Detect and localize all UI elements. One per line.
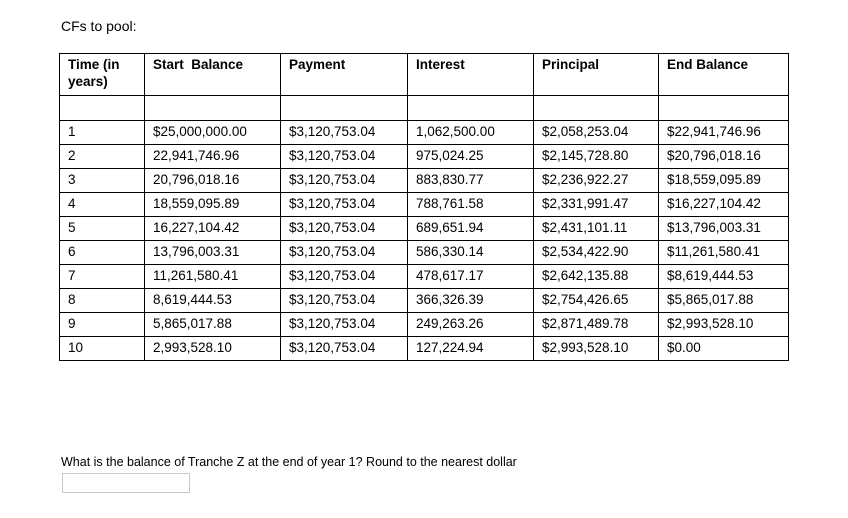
cashflow-table: Time (in years) Start Balance Payment Inter… xyxy=(59,53,789,361)
table-row: 7 11,261,580.41 $3,120,753.04 478,617.17 $2,… xyxy=(59,264,789,289)
spacer-cell xyxy=(59,95,145,121)
header-cell: Payment xyxy=(280,53,408,96)
table-cell: $2,754,426.65 xyxy=(533,288,659,313)
table-cell: 16,227,104.42 xyxy=(144,216,281,241)
table-row: 10 2,993,528.10 $3,120,753.04 127,224.94 $2,… xyxy=(59,336,789,361)
spacer-cell xyxy=(144,95,281,121)
table-cell: $2,236,922.27 xyxy=(533,168,659,193)
table-cell: 2 xyxy=(59,144,145,169)
table-cell: 18,559,095.89 xyxy=(144,192,281,217)
spacer-cell xyxy=(658,95,789,121)
table-row: 2 22,941,746.96 $3,120,753.04 975,024.25 $2,… xyxy=(59,144,789,169)
table-cell: $3,120,753.04 xyxy=(280,312,408,337)
table-cell: 1 xyxy=(59,120,145,145)
header-row: Time (in years) Start Balance Payment Inter… xyxy=(59,53,789,96)
answer-input[interactable] xyxy=(62,473,190,493)
table-cell: $20,796,018.16 xyxy=(658,144,789,169)
spacer-cell xyxy=(407,95,534,121)
table-row: 8 8,619,444.53 $3,120,753.04 366,326.39 $2,7… xyxy=(59,288,789,313)
header-cell: Time (in years) xyxy=(59,53,145,96)
table-cell: 689,651.94 xyxy=(407,216,534,241)
table-cell: 13,796,003.31 xyxy=(144,240,281,265)
table-cell: $2,642,135.88 xyxy=(533,264,659,289)
table-cell: 8 xyxy=(59,288,145,313)
table-cell: 11,261,580.41 xyxy=(144,264,281,289)
table-cell: $2,058,253.04 xyxy=(533,120,659,145)
table-cell: 5,865,017.88 xyxy=(144,312,281,337)
table-cell: 20,796,018.16 xyxy=(144,168,281,193)
table-cell: 9 xyxy=(59,312,145,337)
spacer-row xyxy=(59,95,789,121)
table-row: 3 20,796,018.16 $3,120,753.04 883,830.77 $2,… xyxy=(59,168,789,193)
table-cell: 6 xyxy=(59,240,145,265)
table-cell: $3,120,753.04 xyxy=(280,264,408,289)
table-cell: $0.00 xyxy=(658,336,789,361)
question-text: What is the balance of Tranche Z at the … xyxy=(61,455,517,469)
header-cell: Principal xyxy=(533,53,659,96)
table-cell: $2,431,101.11 xyxy=(533,216,659,241)
table-row: 1 $25,000,000.00 $3,120,753.04 1,062,500.00… xyxy=(59,120,789,145)
table-cell: 4 xyxy=(59,192,145,217)
table-cell: 883,830.77 xyxy=(407,168,534,193)
table-cell: $11,261,580.41 xyxy=(658,240,789,265)
table-cell: 366,326.39 xyxy=(407,288,534,313)
table-cell: 5 xyxy=(59,216,145,241)
table-cell: $3,120,753.04 xyxy=(280,216,408,241)
page-title: CFs to pool: xyxy=(61,18,137,34)
spacer-cell xyxy=(280,95,408,121)
table-cell: $8,619,444.53 xyxy=(658,264,789,289)
table-cell: $22,941,746.96 xyxy=(658,120,789,145)
table-cell: $2,331,991.47 xyxy=(533,192,659,217)
table-cell: 975,024.25 xyxy=(407,144,534,169)
table-cell: $5,865,017.88 xyxy=(658,288,789,313)
table-cell: $18,559,095.89 xyxy=(658,168,789,193)
table-cell: 7 xyxy=(59,264,145,289)
table-row: 6 13,796,003.31 $3,120,753.04 586,330.14 $2,… xyxy=(59,240,789,265)
table-row: 5 16,227,104.42 $3,120,753.04 689,651.94 $2,… xyxy=(59,216,789,241)
table-cell: 1,062,500.00 xyxy=(407,120,534,145)
table-cell: $16,227,104.42 xyxy=(658,192,789,217)
table-row: 9 5,865,017.88 $3,120,753.04 249,263.26 $2,8… xyxy=(59,312,789,337)
table-cell: $2,145,728.80 xyxy=(533,144,659,169)
header-cell: Start Balance xyxy=(144,53,281,96)
table-cell: 3 xyxy=(59,168,145,193)
spacer-cell xyxy=(533,95,659,121)
table-cell: $3,120,753.04 xyxy=(280,120,408,145)
table-cell: 249,263.26 xyxy=(407,312,534,337)
table-cell: 8,619,444.53 xyxy=(144,288,281,313)
table-cell: $13,796,003.31 xyxy=(658,216,789,241)
table-row: 4 18,559,095.89 $3,120,753.04 788,761.58 $2,… xyxy=(59,192,789,217)
header-cell: Interest xyxy=(407,53,534,96)
table-cell: 788,761.58 xyxy=(407,192,534,217)
table-cell: $2,993,528.10 xyxy=(533,336,659,361)
table-cell: 10 xyxy=(59,336,145,361)
header-cell: End Balance xyxy=(658,53,789,96)
table-cell: $3,120,753.04 xyxy=(280,240,408,265)
table-cell: $3,120,753.04 xyxy=(280,144,408,169)
table-cell: 127,224.94 xyxy=(407,336,534,361)
table-cell: $3,120,753.04 xyxy=(280,168,408,193)
table-cell: 2,993,528.10 xyxy=(144,336,281,361)
table-cell: 22,941,746.96 xyxy=(144,144,281,169)
table-cell: $25,000,000.00 xyxy=(144,120,281,145)
table-cell: $3,120,753.04 xyxy=(280,192,408,217)
table-cell: $2,993,528.10 xyxy=(658,312,789,337)
table-cell: $2,534,422.90 xyxy=(533,240,659,265)
table-cell: $2,871,489.78 xyxy=(533,312,659,337)
table-cell: $3,120,753.04 xyxy=(280,336,408,361)
table-cell: 586,330.14 xyxy=(407,240,534,265)
table-cell: $3,120,753.04 xyxy=(280,288,408,313)
table-cell: 478,617.17 xyxy=(407,264,534,289)
